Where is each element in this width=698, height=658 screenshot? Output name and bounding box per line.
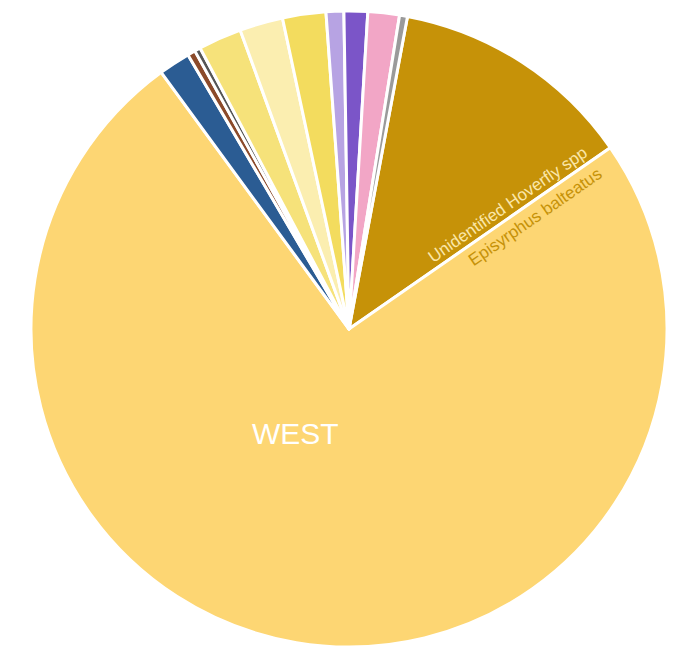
pie-chart: Unidentified Hoverfly sppEpisyrphus balt… [0,0,698,658]
slices [31,11,667,647]
pie-slice [349,15,407,329]
pie-slice [282,12,349,329]
slice-label: Episyrphus balteatus [465,164,605,270]
title: WEST [252,417,339,450]
background [0,0,698,658]
